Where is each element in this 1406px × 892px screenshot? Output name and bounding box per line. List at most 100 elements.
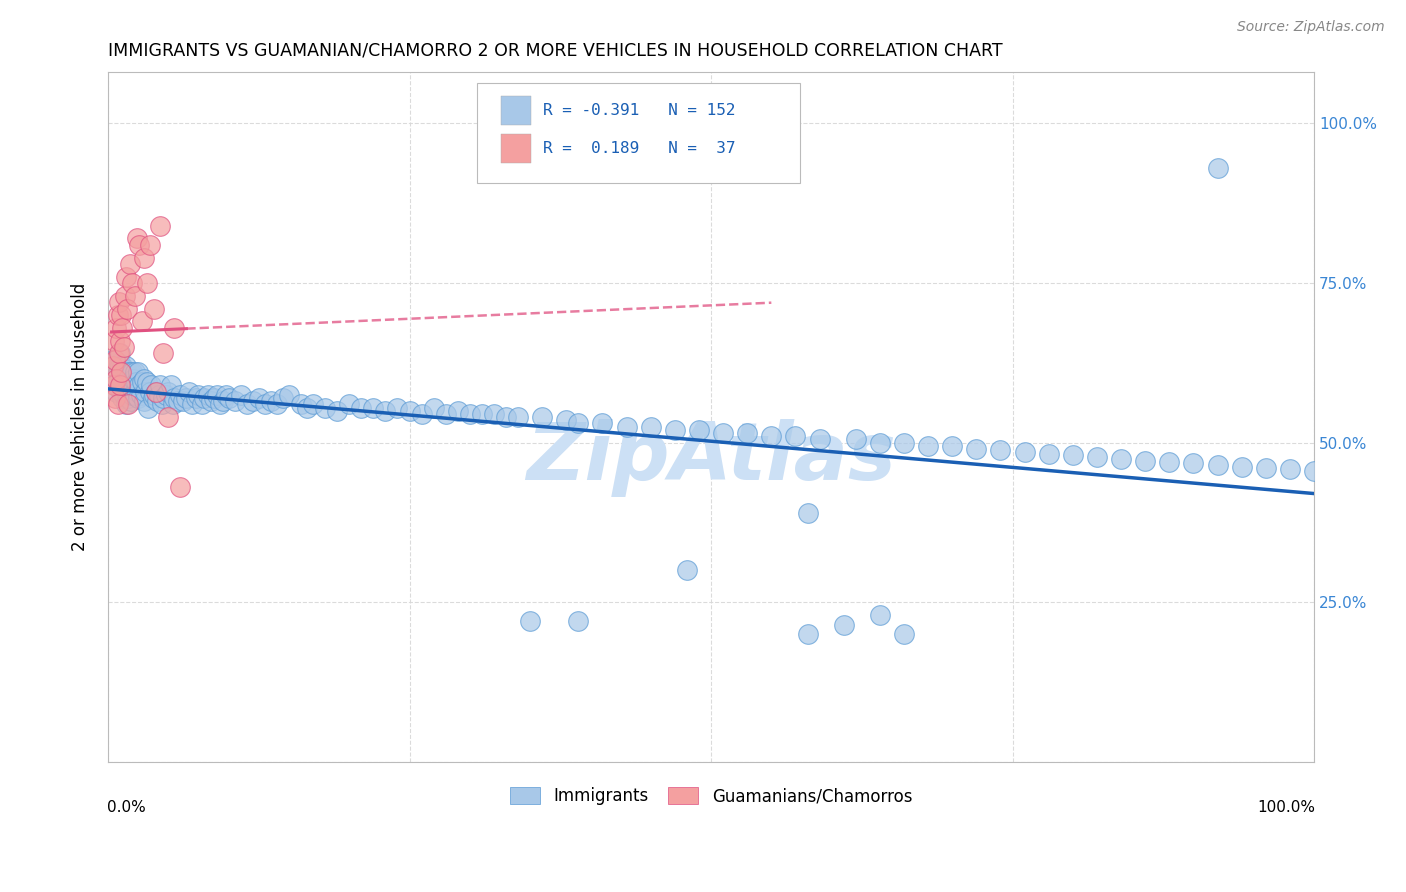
Point (482, 407, 505, 421)
Point (124, 388, 146, 402)
Point (917, 439, 939, 453)
Point (117, 366, 139, 380)
Point (159, 378, 181, 392)
Point (176, 391, 198, 405)
Point (1230, 459, 1253, 474)
Point (131, 375, 153, 389)
Point (506, 410, 529, 425)
Point (105, 372, 128, 386)
Point (103, 334, 125, 348)
Point (121, 366, 143, 380)
Point (111, 320, 134, 334)
Point (107, 375, 129, 389)
Point (555, 413, 578, 427)
Point (761, 429, 783, 443)
Point (592, 417, 614, 431)
Point (172, 394, 194, 409)
Point (157, 410, 180, 425)
Point (411, 407, 433, 421)
Point (197, 388, 219, 402)
Point (796, 627, 818, 641)
Point (350, 401, 373, 415)
Point (260, 394, 283, 409)
Point (337, 397, 360, 411)
Point (124, 289, 146, 303)
Point (117, 388, 139, 402)
Point (167, 394, 190, 409)
Point (125, 384, 148, 399)
Text: IMMIGRANTS VS GUAMANIAN/CHAMORRO 2 OR MORE VEHICLES IN HOUSEHOLD CORRELATION CHA: IMMIGRANTS VS GUAMANIAN/CHAMORRO 2 OR MO… (108, 42, 1002, 60)
Point (142, 301, 165, 316)
Point (640, 419, 662, 434)
Point (1109, 451, 1132, 466)
Point (211, 394, 233, 409)
FancyBboxPatch shape (501, 134, 531, 162)
Point (567, 615, 589, 629)
Point (1038, 447, 1060, 461)
Point (105, 372, 128, 386)
Point (117, 301, 139, 316)
Point (181, 397, 204, 411)
Point (112, 362, 135, 376)
Point (117, 372, 139, 386)
Point (495, 410, 517, 425)
Point (101, 359, 124, 373)
Point (941, 439, 963, 453)
Point (127, 366, 149, 380)
Text: ZipAtlas: ZipAtlas (526, 419, 896, 498)
Point (295, 401, 318, 415)
Point (1206, 161, 1229, 176)
Point (200, 394, 222, 409)
Text: 0.0%: 0.0% (107, 800, 146, 814)
Point (120, 394, 142, 409)
Point (121, 276, 143, 290)
Point (118, 384, 141, 399)
Point (374, 403, 396, 417)
Point (193, 391, 215, 405)
Point (209, 397, 232, 411)
Point (117, 397, 139, 411)
Point (235, 397, 257, 411)
FancyBboxPatch shape (501, 95, 531, 125)
Point (115, 269, 138, 284)
Point (845, 433, 868, 447)
Point (191, 397, 214, 411)
Point (1085, 450, 1108, 464)
Point (326, 403, 349, 417)
Point (136, 401, 159, 415)
Point (302, 397, 325, 411)
Point (202, 391, 225, 405)
Point (157, 384, 180, 399)
Point (122, 372, 145, 386)
Point (125, 375, 148, 389)
Point (134, 384, 156, 399)
Point (104, 366, 127, 380)
Point (107, 397, 129, 411)
Point (111, 391, 134, 405)
Point (893, 627, 915, 641)
Point (169, 480, 191, 494)
Point (253, 397, 276, 411)
Point (145, 384, 167, 399)
Point (1062, 449, 1084, 463)
Point (458, 407, 481, 421)
Point (141, 378, 163, 392)
Point (145, 384, 167, 399)
Point (111, 359, 134, 373)
Point (149, 378, 172, 392)
Point (447, 403, 470, 417)
Point (205, 388, 228, 402)
Point (108, 346, 131, 360)
Point (277, 388, 299, 402)
Point (108, 346, 131, 360)
Point (808, 433, 831, 447)
Point (163, 320, 186, 334)
Point (128, 237, 150, 252)
Point (134, 394, 156, 409)
Point (531, 410, 554, 425)
Point (101, 352, 124, 367)
FancyBboxPatch shape (477, 83, 800, 183)
Point (965, 442, 987, 456)
Point (149, 219, 172, 233)
Point (869, 435, 891, 450)
